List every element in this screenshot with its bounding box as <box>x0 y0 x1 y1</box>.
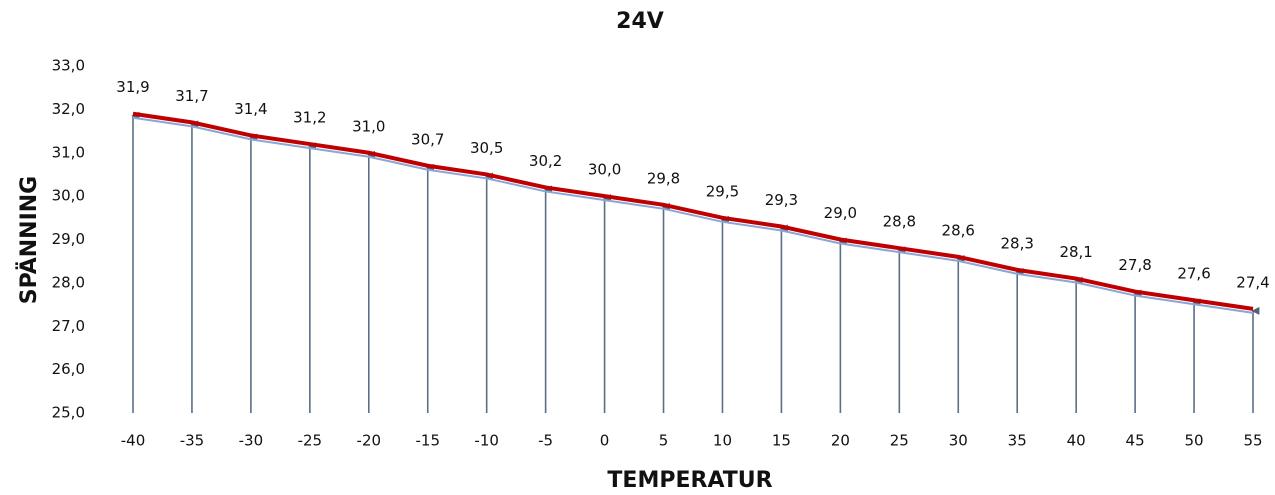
x-tick-label: -25 <box>298 432 323 450</box>
data-label: 29,3 <box>765 191 798 209</box>
x-tick-label: -30 <box>239 432 264 450</box>
x-tick-label: 55 <box>1243 432 1262 450</box>
data-label: 31,2 <box>293 109 326 127</box>
line-shadow <box>132 116 1254 314</box>
y-tick-label: 28,0 <box>52 273 85 291</box>
line <box>132 111 1254 311</box>
x-tick-label: 15 <box>772 432 791 450</box>
data-label: 29,8 <box>647 169 680 187</box>
data-label: 29,5 <box>706 182 739 200</box>
data-label: 31,7 <box>175 87 208 105</box>
data-label: 28,8 <box>883 213 916 231</box>
x-tick-label: 25 <box>890 432 909 450</box>
x-tick-label: -5 <box>538 432 553 450</box>
x-tick-label: 20 <box>831 432 850 450</box>
data-label: 27,4 <box>1236 273 1269 291</box>
data-label: 30,7 <box>411 130 444 148</box>
y-tick-label: 32,0 <box>52 100 85 118</box>
x-tick-label: 45 <box>1126 432 1145 450</box>
data-label: 30,5 <box>470 139 503 157</box>
y-tick-label: 31,0 <box>52 143 85 161</box>
y-axis-title: SPÄNNING <box>16 176 42 304</box>
x-axis-title: TEMPERATUR <box>607 468 772 493</box>
x-tick-label: 0 <box>600 432 610 450</box>
x-tick-label: -35 <box>180 432 205 450</box>
x-tick-label: -10 <box>474 432 499 450</box>
data-label: 30,0 <box>588 161 621 179</box>
data-label: 27,8 <box>1118 256 1151 274</box>
y-tick-label: 30,0 <box>52 187 85 205</box>
y-tick-label: 27,0 <box>52 317 85 335</box>
data-label: 28,1 <box>1059 243 1092 261</box>
x-tick-label: 50 <box>1185 432 1204 450</box>
x-tick-label: 30 <box>949 432 968 450</box>
data-label: 31,9 <box>116 78 149 96</box>
data-label: 31,4 <box>234 100 267 118</box>
y-tick-label: 33,0 <box>52 57 85 75</box>
x-tick-label: -40 <box>121 432 146 450</box>
data-label: 27,6 <box>1177 265 1210 283</box>
y-tick-label: 26,0 <box>52 360 85 378</box>
y-tick-label: 25,0 <box>52 404 85 422</box>
x-tick-label: 10 <box>713 432 732 450</box>
data-label: 31,0 <box>352 117 385 135</box>
chart-title: 24V <box>616 9 664 34</box>
x-tick-label: -20 <box>357 432 382 450</box>
x-tick-label: -15 <box>415 432 440 450</box>
x-tick-label: 40 <box>1067 432 1086 450</box>
data-label: 28,3 <box>1001 234 1034 252</box>
data-label: 29,0 <box>824 204 857 222</box>
data-label: 28,6 <box>942 221 975 239</box>
x-tick-label: 5 <box>659 432 669 450</box>
data-label: 30,2 <box>529 152 562 170</box>
x-tick-label: 35 <box>1008 432 1027 450</box>
y-tick-label: 29,0 <box>52 230 85 248</box>
